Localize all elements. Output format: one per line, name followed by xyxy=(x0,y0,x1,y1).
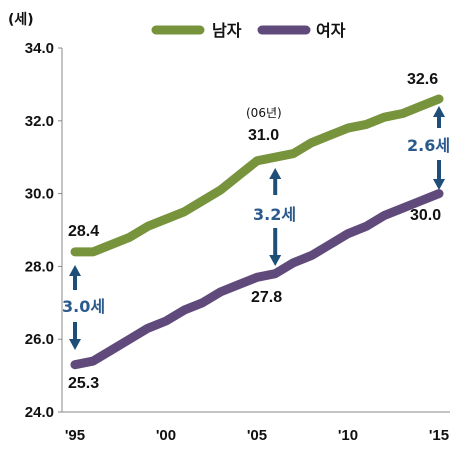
gap-arrows xyxy=(69,106,445,350)
gap-arrow-2015-up xyxy=(433,106,445,128)
gap-arrow-2006-down xyxy=(269,228,282,266)
label-female-2015: 30.0 xyxy=(410,207,441,224)
legend-label-female: 여자 xyxy=(316,21,346,40)
gap-label-2006: 3.2세 xyxy=(253,205,296,224)
y-tick-label: 26.0 xyxy=(25,331,54,348)
note-2006: (06년) xyxy=(246,106,282,120)
series-line-male xyxy=(70,94,444,257)
gap-label-2015: 2.6세 xyxy=(407,136,450,155)
y-tick-label: 28.0 xyxy=(25,258,54,275)
gap-arrow-1995-down xyxy=(69,322,81,350)
y-tick-label: 34.0 xyxy=(25,40,54,57)
x-tick-label: '15 xyxy=(429,427,449,444)
series-line-female xyxy=(70,189,444,370)
gap-label-1995: 3.0세 xyxy=(62,297,105,316)
legend: 남자 여자 xyxy=(151,21,346,40)
gap-arrow-1995-up xyxy=(69,265,81,290)
x-tick-label: '05 xyxy=(247,427,267,444)
label-male-2006: 31.0 xyxy=(248,127,279,144)
gap-arrow-2015-down xyxy=(433,160,445,190)
x-tick-label: '10 xyxy=(338,427,358,444)
y-tick-label: 30.0 xyxy=(25,186,54,203)
y-unit-label: (세) xyxy=(8,12,34,28)
label-male-2015: 32.6 xyxy=(407,71,438,88)
x-tick-label: '95 xyxy=(65,427,85,444)
label-female-1995: 25.3 xyxy=(68,375,99,392)
legend-label-male: 남자 xyxy=(212,21,242,40)
label-female-2006: 27.8 xyxy=(251,289,282,306)
y-tick-label: 24.0 xyxy=(25,404,54,421)
y-tick-label: 32.0 xyxy=(25,113,54,130)
x-tick-label: '00 xyxy=(156,427,176,444)
gap-arrow-2006-up xyxy=(269,168,282,195)
label-male-1995: 28.4 xyxy=(68,223,99,240)
